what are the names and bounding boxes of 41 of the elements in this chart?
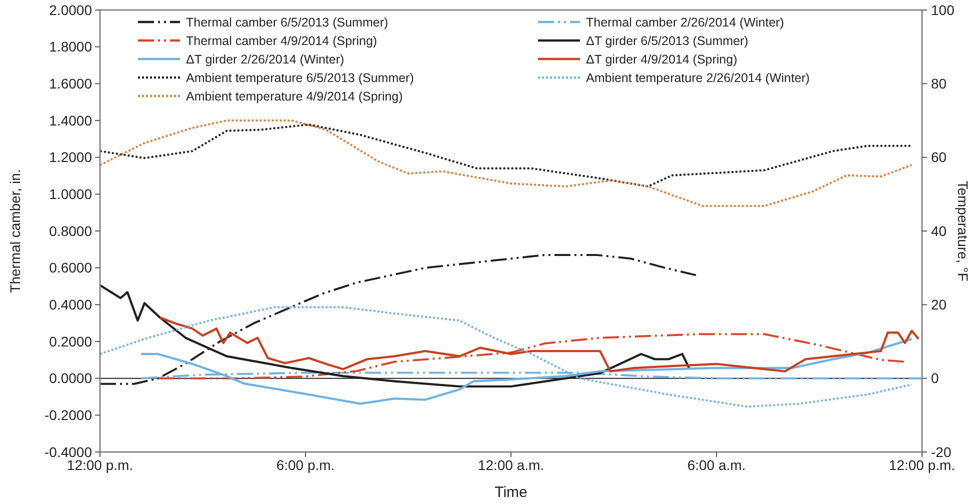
y-tick-label: 0.2000 [49, 333, 92, 350]
y2-tick-label: 40 [931, 222, 947, 239]
legend-label: ΔT girder 2/26/2014 (Winter) [186, 52, 344, 66]
y-tick-label: -0.4000 [44, 444, 92, 460]
x-tick-label: 6:00 a.m. [687, 457, 746, 473]
x-tick-label: 12:00 p.m. [66, 457, 134, 473]
legend-label: Ambient temperature 2/26/2014 (Winter) [586, 70, 810, 85]
legend-label: Thermal camber 6/5/2013 (Summer) [186, 15, 388, 30]
line-series [157, 333, 906, 380]
y2-tick-label: 60 [931, 149, 947, 166]
y2-tick-label: 0 [931, 370, 939, 386]
y-tick-label: -0.2000 [44, 407, 92, 424]
y-tick-label: 1.8000 [49, 38, 92, 55]
legend-label: Thermal camber 4/9/2014 (Spring) [186, 34, 378, 48]
y2-axis-title: Temperature, °F [955, 180, 971, 282]
legend-label: ΔT girder 4/9/2014 (Spring) [586, 52, 738, 66]
y-tick-label: 0.4000 [49, 296, 92, 313]
y2-tick-label: 20 [931, 296, 947, 313]
y-tick-label: 0.0000 [49, 370, 92, 386]
y-tick-label: 2.0000 [49, 2, 92, 18]
y-tick-label: 1.2000 [49, 149, 92, 166]
legend-label: Ambient temperature 6/5/2013 (Summer) [186, 70, 414, 85]
x-tick-label: 12:00 a.m. [478, 457, 544, 473]
y-tick-label: 1.4000 [49, 112, 92, 128]
line-series [99, 124, 913, 188]
legend-label: Thermal camber 2/26/2014 (Winter) [586, 15, 784, 30]
x-tick-label: 12:00 p.m. [888, 457, 956, 473]
y2-tick-label: -20 [931, 444, 952, 460]
y-tick-label: 1.0000 [49, 186, 92, 202]
y-tick-label: 0.8000 [49, 222, 92, 239]
line-series [99, 120, 913, 207]
y-tick-label: 1.6000 [49, 76, 92, 92]
legend-label: Ambient temperature 4/9/2014 (Spring) [186, 89, 403, 104]
x-axis-title: Time [494, 484, 528, 501]
x-tick-label: 6:00 p.m. [276, 457, 335, 473]
legend-label: ΔT girder 6/5/2013 (Summer) [586, 34, 748, 48]
y2-tick-label: 100 [931, 2, 955, 18]
y2-tick-label: 80 [931, 76, 947, 92]
y-tick-label: 0.6000 [49, 260, 92, 276]
line-series [158, 316, 920, 372]
y-axis-title: Thermal camber, in. [7, 169, 23, 293]
